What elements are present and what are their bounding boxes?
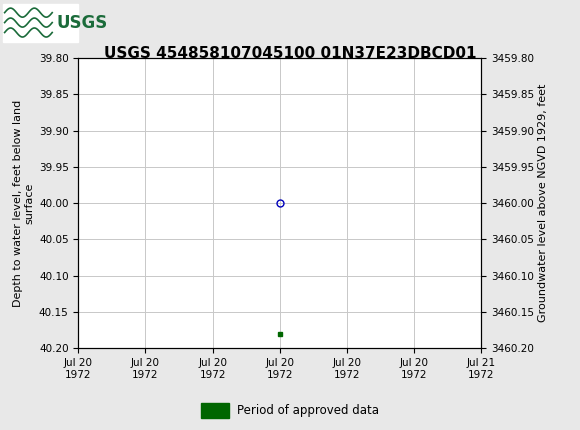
FancyBboxPatch shape (201, 403, 229, 418)
Y-axis label: Groundwater level above NGVD 1929, feet: Groundwater level above NGVD 1929, feet (538, 84, 549, 322)
Text: Period of approved data: Period of approved data (237, 404, 379, 417)
Text: USGS: USGS (57, 14, 108, 31)
FancyBboxPatch shape (3, 3, 78, 42)
Text: USGS 454858107045100 01N37E23DBCD01: USGS 454858107045100 01N37E23DBCD01 (104, 46, 476, 61)
Y-axis label: Depth to water level, feet below land
surface: Depth to water level, feet below land su… (13, 100, 35, 307)
